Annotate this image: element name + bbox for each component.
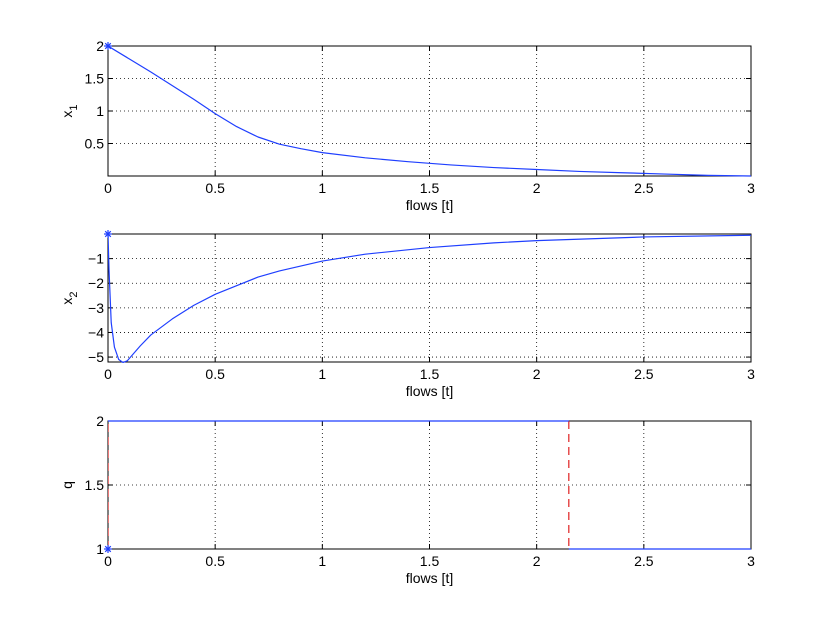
x-tick-label: 1.5 bbox=[420, 366, 440, 382]
x-tick-label: 3 bbox=[747, 553, 755, 569]
y-tick-label: 1.5 bbox=[85, 477, 105, 493]
y-tick-label: 1 bbox=[96, 541, 104, 557]
x-axis-label: flows [t] bbox=[406, 570, 453, 586]
series-line-0 bbox=[108, 233, 751, 363]
x-tick-label: 1.5 bbox=[420, 553, 440, 569]
y-tick-label: 2 bbox=[96, 413, 104, 429]
x-tick-label: 0 bbox=[104, 366, 112, 382]
x-tick-label: 1.5 bbox=[420, 180, 440, 196]
start-marker bbox=[104, 230, 112, 238]
x-tick-label: 2 bbox=[533, 180, 541, 196]
y-axis-label-main: x bbox=[59, 298, 75, 305]
x-tick-label: 1 bbox=[318, 553, 326, 569]
x-tick-label: 0.5 bbox=[205, 366, 225, 382]
x-axis-label: flows [t] bbox=[406, 383, 453, 399]
x-tick-label: 0.5 bbox=[205, 180, 225, 196]
x-tick-label: 2.5 bbox=[634, 553, 654, 569]
y-axis-label-subscript: 1 bbox=[68, 104, 80, 110]
x-tick-label: 2 bbox=[533, 366, 541, 382]
x-tick-label: 0 bbox=[104, 180, 112, 196]
y-tick-label: −1 bbox=[88, 251, 104, 267]
y-tick-label: −3 bbox=[88, 300, 104, 316]
series-line-0 bbox=[108, 45, 751, 177]
x-axis-label: flows [t] bbox=[406, 197, 453, 213]
y-tick-label: −4 bbox=[88, 324, 104, 340]
x-tick-label: 2.5 bbox=[634, 180, 654, 196]
x-tick-label: 2.5 bbox=[634, 366, 654, 382]
y-tick-label: −5 bbox=[88, 349, 104, 365]
y-axis-label: x1 bbox=[59, 104, 80, 117]
y-tick-label: −2 bbox=[88, 275, 104, 291]
y-tick-label: 1 bbox=[96, 103, 104, 119]
x-tick-label: 0 bbox=[104, 553, 112, 569]
start-marker bbox=[104, 42, 112, 50]
start-marker bbox=[104, 545, 112, 553]
y-tick-label: 0.5 bbox=[85, 136, 105, 152]
x-tick-label: 1 bbox=[318, 366, 326, 382]
y-axis-label: q bbox=[59, 481, 75, 489]
x-tick-label: 1 bbox=[318, 180, 326, 196]
y-axis-label-subscript: 2 bbox=[68, 291, 80, 297]
x-tick-label: 0.5 bbox=[205, 553, 225, 569]
y-tick-label: 1.5 bbox=[85, 71, 105, 87]
y-axis-label: x2 bbox=[59, 291, 80, 304]
y-axis-label-main: x bbox=[59, 111, 75, 118]
subplot-q: 0 0.5 1 1.5 2 2.5 3 1 1.5 2 flows [t] q bbox=[59, 413, 755, 586]
x-tick-label: 3 bbox=[747, 366, 755, 382]
x-tick-label: 3 bbox=[747, 180, 755, 196]
x-tick-label: 2 bbox=[533, 553, 541, 569]
y-tick-label: 2 bbox=[96, 38, 104, 54]
